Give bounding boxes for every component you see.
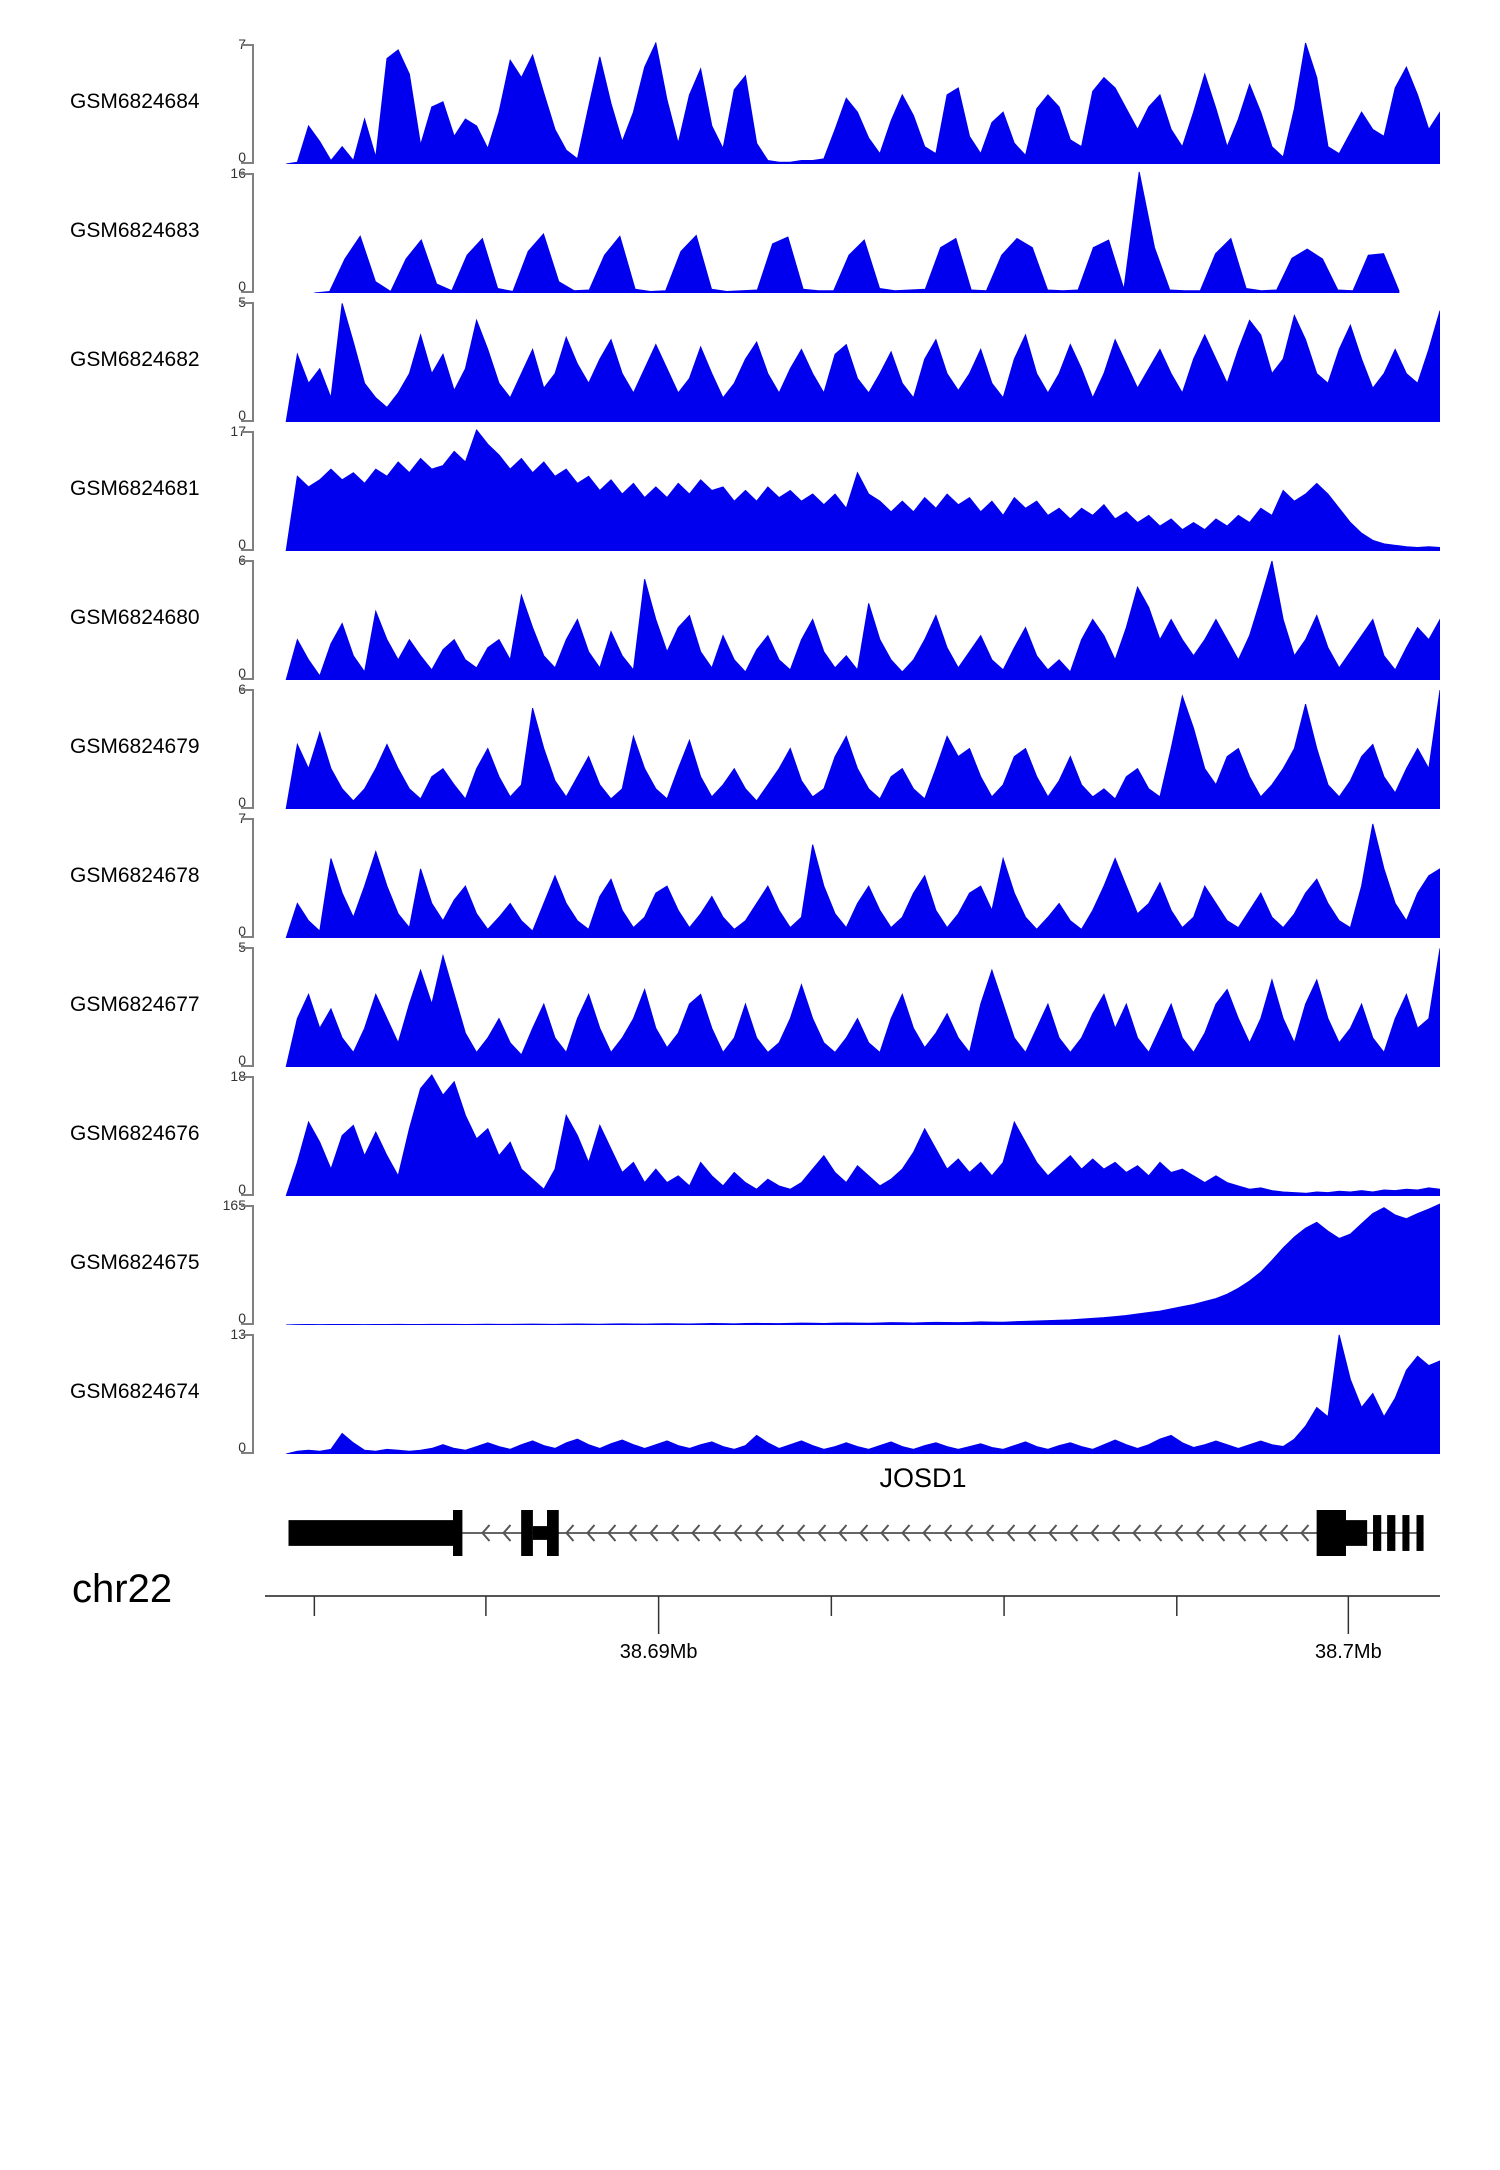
ruler-tick-label: 38.7Mb <box>1314 1641 1382 1663</box>
axis-vertical-line <box>252 689 254 809</box>
axis-max-label: 5 <box>190 294 246 310</box>
coverage-area-plot <box>265 429 1440 551</box>
axis-max-label: 7 <box>190 810 246 826</box>
coverage-track: GSM6824678 7 0 <box>0 810 1500 939</box>
track-sample-label: GSM6824684 <box>70 90 200 113</box>
coverage-track: GSM6824681 17 0 <box>0 423 1500 552</box>
gene-name-label: JOSD1 <box>879 1463 967 1493</box>
coverage-track: GSM6824677 5 0 <box>0 939 1500 1068</box>
track-sample-label: GSM6824678 <box>70 864 200 887</box>
coverage-area-plot <box>265 1203 1440 1325</box>
axis-tick-max <box>241 818 253 820</box>
axis-tick-max <box>241 44 253 46</box>
axis-vertical-line <box>252 1205 254 1325</box>
axis-max-label: 18 <box>230 1068 246 1084</box>
axis-tick-max <box>241 689 253 691</box>
axis-vertical-line <box>252 1334 254 1454</box>
axis-tick-max <box>241 1205 253 1207</box>
axis-max-label: 165 <box>222 1197 246 1213</box>
axis-max-label: 6 <box>190 681 246 697</box>
axis-min-label: 0 <box>238 1439 246 1455</box>
gene-model-track <box>265 1507 1440 1559</box>
coverage-area-plot <box>265 1074 1440 1196</box>
coverage-area-plot <box>265 1332 1440 1454</box>
axis-min-label: 0 <box>238 149 246 165</box>
axis-max-label: 13 <box>230 1326 246 1342</box>
axis-max-label: 6 <box>190 552 246 568</box>
coverage-area-plot <box>265 171 1440 293</box>
axis-min-label: 0 <box>238 1310 246 1326</box>
axis-tick-max <box>241 947 253 949</box>
axis-max-label: 16 <box>230 165 246 181</box>
coverage-track: GSM6824676 18 0 <box>0 1068 1500 1197</box>
axis-tick-min <box>241 549 253 551</box>
axis-min-label: 0 <box>238 665 246 681</box>
axis-min-label: 0 <box>238 923 246 939</box>
axis-tick-max <box>241 173 253 175</box>
track-sample-label: GSM6824683 <box>70 219 200 242</box>
axis-tick-min <box>241 678 253 680</box>
axis-vertical-line <box>252 302 254 422</box>
axis-tick-max <box>241 302 253 304</box>
track-sample-label: GSM6824676 <box>70 1122 200 1145</box>
coverage-area-plot <box>265 42 1440 164</box>
coverage-track: GSM6824682 5 0 <box>0 294 1500 423</box>
axis-tick-min <box>241 1065 253 1067</box>
coverage-track: GSM6824675 165 0 <box>0 1197 1500 1326</box>
axis-min-label: 0 <box>238 407 246 423</box>
axis-tick-min <box>241 1323 253 1325</box>
axis-min-label: 0 <box>238 1181 246 1197</box>
track-sample-label: GSM6824675 <box>70 1251 200 1274</box>
track-sample-label: GSM6824677 <box>70 993 200 1016</box>
coverage-track: GSM6824680 6 0 <box>0 552 1500 681</box>
coverage-track: GSM6824684 7 0 <box>0 36 1500 165</box>
axis-vertical-line <box>252 818 254 938</box>
coverage-area-plot <box>265 558 1440 680</box>
coverage-area-plot <box>265 816 1440 938</box>
axis-tick-min <box>241 1194 253 1196</box>
ruler-tick-label: 38.69Mb <box>619 1641 698 1663</box>
axis-min-label: 0 <box>238 536 246 552</box>
track-sample-label: GSM6824681 <box>70 477 200 500</box>
genomic-coordinate-ruler: 38.69Mb 38.7Mb <box>265 1595 1440 1715</box>
axis-tick-max <box>241 560 253 562</box>
coverage-track: GSM6824683 16 0 <box>0 165 1500 294</box>
coverage-track: GSM6824679 6 0 <box>0 681 1500 810</box>
axis-max-label: 5 <box>190 939 246 955</box>
axis-vertical-line <box>252 947 254 1067</box>
axis-tick-min <box>241 291 253 293</box>
axis-tick-min <box>241 936 253 938</box>
axis-min-label: 0 <box>238 794 246 810</box>
axis-tick-min <box>241 162 253 164</box>
axis-min-label: 0 <box>238 278 246 294</box>
axis-vertical-line <box>252 1076 254 1196</box>
coverage-track: GSM6824674 13 0 <box>0 1326 1500 1455</box>
axis-tick-max <box>241 431 253 433</box>
track-sample-label: GSM6824679 <box>70 735 200 758</box>
axis-vertical-line <box>252 431 254 551</box>
axis-vertical-line <box>252 560 254 680</box>
axis-max-label: 7 <box>190 36 246 52</box>
axis-tick-min <box>241 1452 253 1454</box>
axis-vertical-line <box>252 44 254 164</box>
track-sample-label: GSM6824674 <box>70 1380 200 1403</box>
axis-tick-min <box>241 807 253 809</box>
chromosome-label: chr22 <box>72 1567 173 1611</box>
axis-max-label: 17 <box>230 423 246 439</box>
axis-tick-max <box>241 1334 253 1336</box>
axis-min-label: 0 <box>238 1052 246 1068</box>
coverage-area-plot <box>265 945 1440 1067</box>
track-sample-label: GSM6824682 <box>70 348 200 371</box>
track-sample-label: GSM6824680 <box>70 606 200 629</box>
coverage-area-plot <box>265 687 1440 809</box>
axis-tick-max <box>241 1076 253 1078</box>
axis-tick-min <box>241 420 253 422</box>
axis-vertical-line <box>252 173 254 293</box>
coverage-area-plot <box>265 300 1440 422</box>
